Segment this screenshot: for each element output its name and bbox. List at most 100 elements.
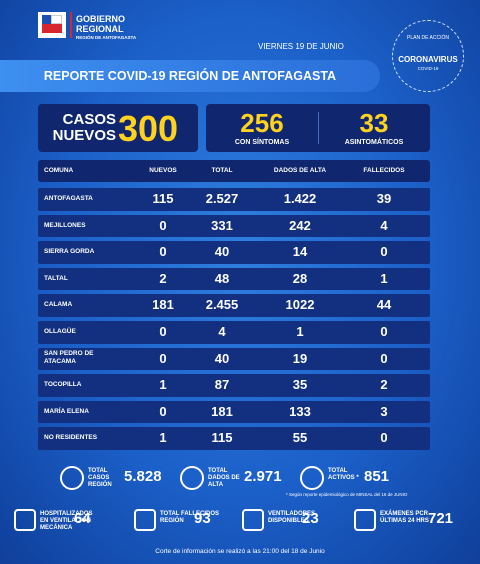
stat-value: 721 [428, 510, 454, 527]
stat-value: 93 [194, 510, 211, 527]
cell-value: 2.455 [205, 297, 239, 313]
icon [134, 509, 156, 531]
table-row: TOCOPILLA 1 87 35 2 [38, 374, 430, 397]
total-value: 5.828 [124, 468, 162, 485]
column-header: NUEVOS [149, 167, 177, 174]
comuna: ANTOFAGASTA [44, 195, 93, 202]
cell-value: 0 [159, 324, 167, 339]
table: COMUNA NUEVOS TOTAL DADOS DE ALTA FALLECIDOS… [38, 160, 430, 454]
cell-value: 181 [211, 403, 233, 419]
new-value: 300 [118, 108, 179, 149]
icon [14, 509, 36, 531]
column-header: COMUNA [44, 167, 74, 174]
comuna: MEJILLONES [44, 221, 86, 229]
symptomatic-value: 256 [240, 108, 284, 138]
comuna: NO RESIDENTES [44, 434, 98, 442]
new-label: CASOS NUEVOS [52, 111, 116, 144]
cell-value: 39 [376, 191, 392, 206]
total-label: TOTAL ACTIVOS * [328, 468, 359, 481]
stat-item: TOTAL FALLECIDOS REGIÓN 93 [134, 505, 244, 537]
cell-value: 331 [211, 217, 233, 233]
cell-value: 0 [380, 324, 388, 339]
table-row: MARÍA ELENA 0 181 133 3 [38, 400, 430, 424]
comuna: CALAMA [44, 301, 73, 309]
stats: HOSPITALIZADOS EN VENTILACIÓN MECÁNICA 64… [14, 505, 466, 537]
footer: Corte de información se realizó a las 21… [155, 548, 325, 555]
comuna: SIERRA GORDA [44, 248, 95, 256]
cell-value: 48 [214, 270, 230, 286]
cell-value: 0 [380, 244, 388, 260]
cell-value: 1 [296, 324, 304, 339]
column-header: DADOS DE ALTA [273, 167, 327, 174]
cell-value: 3 [380, 403, 388, 419]
table-row: MEJILLONES 0 331 242 4 [38, 214, 430, 238]
table-row: SAN PEDRO DE ATACAMA 0 40 19 0 [38, 347, 430, 371]
total-item: TOTAL DADOS DE ALTA 2.971 [180, 462, 295, 496]
total-value: 2.971 [244, 468, 282, 485]
cell-value: 4 [380, 217, 388, 233]
org-subtitle: REGIÓN DE ANTOFAGASTA [76, 35, 137, 40]
cell-value: 55 [292, 430, 308, 446]
stat-item: EXÁMENES PCR ÚLTIMAS 24 HRS 721 [354, 505, 464, 537]
total-label: TOTAL DADOS DE ALTA [208, 468, 240, 488]
org-title: GOBIERNO REGIONAL [76, 14, 126, 34]
cell-value: 1022 [285, 297, 315, 313]
total-label: TOTAL CASOS REGIÓN [88, 468, 112, 488]
cell-value: 2 [380, 377, 388, 393]
cell-value: 2 [159, 270, 167, 286]
table-row: CALAMA 181 2.455 1022 44 [38, 294, 430, 317]
cell-value: 14 [292, 244, 308, 260]
stat-item: VENTILADORES DISPONIBLES 23 [242, 505, 352, 537]
stat-label: EXÁMENES PCR ÚLTIMAS 24 HRS [380, 511, 429, 524]
date: VIERNES 19 DE JUNIO [258, 42, 344, 51]
cell-value: 0 [380, 350, 388, 366]
totals-note: * Según reporte epidemiológico de MINSAL… [286, 492, 408, 497]
total-item: TOTAL ACTIVOS * 851 [300, 462, 415, 496]
cell-value: 133 [289, 403, 311, 419]
icon [180, 466, 204, 490]
stat-label: VENTILADORES DISPONIBLES [268, 511, 316, 524]
comuna: SAN PEDRO DE ATACAMA [44, 349, 94, 365]
cell-value: 115 [211, 430, 233, 446]
cell-value: 40 [214, 244, 230, 260]
stat-label: TOTAL FALLECIDOS REGIÓN [160, 511, 220, 524]
stat-label: HOSPITALIZADOS EN VENTILACIÓN MECÁNICA [40, 511, 93, 531]
table-header: COMUNA NUEVOS TOTAL DADOS DE ALTA FALLECIDOS [38, 160, 430, 182]
cell-value: 1 [159, 377, 167, 393]
comuna: TALTAL [44, 274, 68, 282]
table-row: NO RESIDENTES 1 115 55 0 [38, 427, 430, 450]
cell-value: 4 [218, 324, 226, 339]
cell-value: 1 [159, 430, 167, 446]
asymptomatic-label: ASINTOMÁTICOS [344, 139, 404, 146]
table-row: TALTAL 2 48 28 1 [38, 267, 430, 291]
cell-value: 0 [380, 430, 388, 446]
badge-main: CORONAVIRUS [398, 55, 458, 64]
total-item: TOTAL CASOS REGIÓN 5.828 [60, 462, 175, 496]
cell-value: 1.422 [283, 191, 317, 206]
table-row: ANTOFAGASTA 115 2.527 1.422 39 [38, 188, 430, 211]
totals: TOTAL CASOS REGIÓN 5.828 TOTAL DADOS DE AL… [60, 462, 440, 496]
icon [300, 466, 324, 490]
cell-value: 242 [289, 217, 311, 233]
total-value: 851 [364, 468, 390, 485]
table-row: SIERRA GORDA 0 40 14 0 [38, 241, 430, 264]
cell-value: 44 [376, 297, 392, 313]
cell-value: 181 [152, 297, 174, 313]
column-header: TOTAL [211, 167, 233, 174]
cell-value: 115 [152, 191, 174, 206]
cell-value: 0 [159, 403, 167, 419]
badge-top: PLAN DE ACCIÓN [407, 35, 449, 41]
symptoms-box: 256 CON SÍNTOMAS 33 ASINTOMÁTICOS [206, 104, 430, 152]
icon [354, 509, 376, 531]
cell-value: 40 [214, 350, 230, 366]
cell-value: 19 [292, 350, 308, 366]
cell-value: 1 [380, 270, 388, 286]
cell-value: 2.527 [205, 191, 239, 206]
cell-value: 0 [159, 350, 167, 366]
badge-sub: COVID-19 [417, 66, 439, 71]
stat-value: 64 [74, 510, 91, 527]
icon [60, 466, 84, 490]
icon [242, 509, 264, 531]
table-row: OLLAGÜE 0 4 1 0 [38, 321, 430, 344]
